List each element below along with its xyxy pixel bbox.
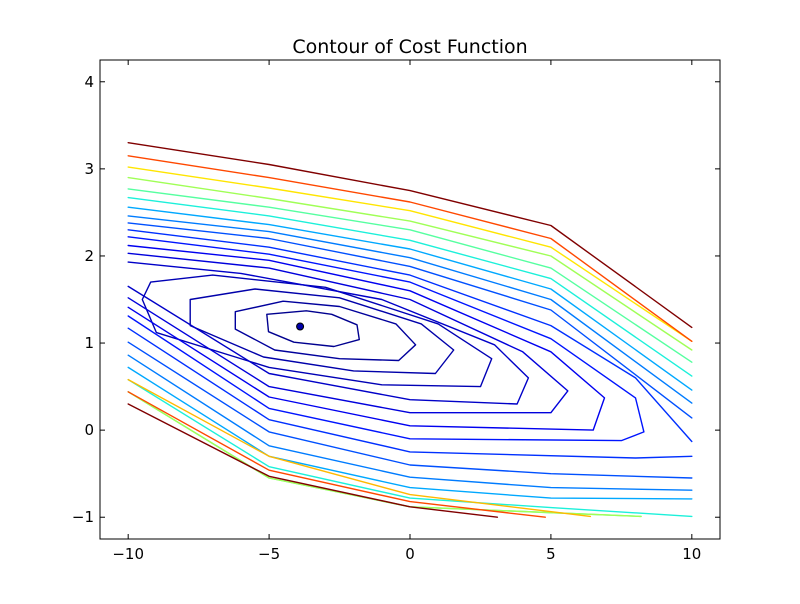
contour-line-23	[127, 166, 693, 342]
y-tick-label: 3	[84, 160, 94, 178]
x-tick-label: 0	[405, 545, 415, 563]
y-tick-label: 4	[84, 73, 94, 91]
y-tick-label: 1	[84, 334, 94, 352]
contour-line-26	[127, 391, 546, 518]
contour-line-15	[127, 206, 693, 391]
contour-line-12	[127, 341, 693, 479]
x-tick-label: 5	[546, 545, 556, 563]
contour-line-14	[127, 354, 693, 491]
contour-line-1	[266, 310, 360, 348]
contour-line-16	[127, 366, 693, 500]
minimum-point	[296, 322, 305, 331]
x-tick-label: 10	[682, 545, 701, 563]
contour-line-21	[127, 176, 693, 351]
contour-line-7	[127, 244, 606, 431]
y-tick-label: −1	[72, 508, 94, 526]
contour-line-24	[127, 378, 592, 518]
y-tick-label: 0	[84, 421, 94, 439]
contour-line-27	[127, 141, 693, 329]
contour-line-19	[127, 188, 693, 363]
contour-line-28	[127, 403, 499, 518]
contour-line-4	[141, 274, 493, 388]
contour-line-25	[127, 155, 693, 342]
contour-line-5	[127, 261, 530, 405]
contour-lines	[127, 141, 693, 518]
axis-ticks	[100, 60, 720, 539]
x-tick-label: −5	[258, 545, 280, 563]
contour-line-17	[127, 196, 693, 377]
contour-line-13	[127, 215, 693, 404]
contour-line-22	[127, 391, 642, 518]
y-tick-label: 2	[84, 247, 94, 265]
contour-line-6	[127, 252, 569, 414]
contour-line-10	[127, 327, 693, 459]
chart-title: Contour of Cost Function	[292, 36, 527, 58]
contour-line-9	[127, 229, 693, 443]
x-tick-label: −10	[112, 545, 144, 563]
axes-frame	[99, 59, 721, 540]
contour-line-2	[234, 300, 417, 362]
contour-line-3	[189, 288, 455, 375]
contour-line-8	[127, 236, 645, 442]
contour-line-18	[127, 378, 693, 518]
contour-line-11	[127, 222, 693, 419]
